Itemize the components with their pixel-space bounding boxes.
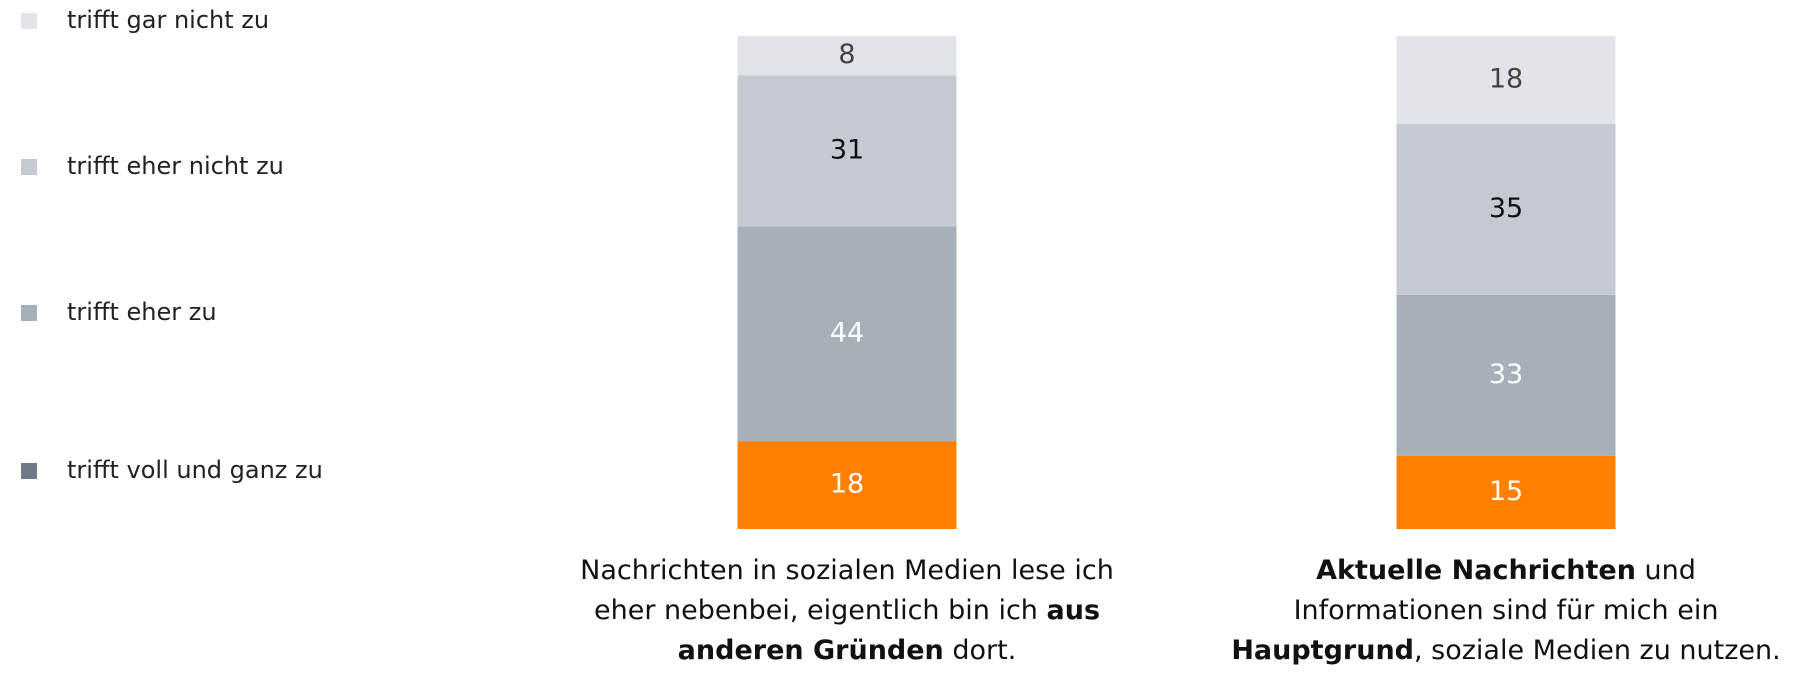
- category-text: aus: [1047, 595, 1101, 626]
- bar-segment: [737, 441, 957, 529]
- category-text: dort.: [944, 635, 1017, 666]
- data-label: 15: [1489, 476, 1523, 507]
- data-label: 44: [830, 317, 864, 348]
- bar-segment: [737, 36, 957, 76]
- bar-segment: [1396, 36, 1616, 124]
- legend-label: trifft eher zu: [67, 298, 217, 326]
- bar-segment: [737, 226, 957, 442]
- legend-label: trifft eher nicht zu: [67, 152, 284, 180]
- category-text: , soziale Medien zu nutzen.: [1414, 635, 1781, 666]
- category-label: Informationen sind für mich ein: [1294, 595, 1719, 626]
- legend-swatch: [21, 305, 37, 321]
- bar-segment: [1396, 123, 1616, 295]
- category-text: Hauptgrund: [1231, 635, 1414, 666]
- category-text: und: [1636, 555, 1696, 586]
- category-text: Informationen sind für mich ein: [1294, 595, 1719, 626]
- data-label: 18: [830, 469, 864, 500]
- legend-swatch: [21, 463, 37, 479]
- category-label: Nachrichten in sozialen Medien lese ich: [580, 555, 1114, 586]
- category-label: Hauptgrund, soziale Medien zu nutzen.: [1231, 635, 1780, 666]
- data-label: 35: [1489, 193, 1523, 224]
- category-text: eher nebenbei, eigentlich bin ich: [594, 595, 1047, 626]
- category-text: Nachrichten in sozialen Medien lese ich: [580, 555, 1114, 586]
- legend-swatch: [21, 13, 37, 29]
- legend-label: trifft gar nicht zu: [67, 6, 269, 34]
- data-label: 31: [830, 134, 864, 165]
- category-label: eher nebenbei, eigentlich bin ich aus: [594, 595, 1100, 626]
- category-text: Aktuelle Nachrichten: [1316, 555, 1636, 586]
- data-label: 33: [1489, 359, 1523, 390]
- bar-segment: [737, 75, 957, 227]
- data-label: 18: [1489, 64, 1523, 95]
- legend-label: trifft voll und ganz zu: [67, 456, 323, 484]
- legend-swatch: [21, 159, 37, 175]
- category-label: anderen Gründen dort.: [678, 635, 1017, 666]
- category-text: anderen Gründen: [678, 635, 944, 666]
- bar-segment: [1396, 455, 1616, 529]
- data-label: 8: [838, 39, 855, 70]
- bar-segment: [1396, 294, 1616, 456]
- category-label: Aktuelle Nachrichten und: [1316, 555, 1696, 586]
